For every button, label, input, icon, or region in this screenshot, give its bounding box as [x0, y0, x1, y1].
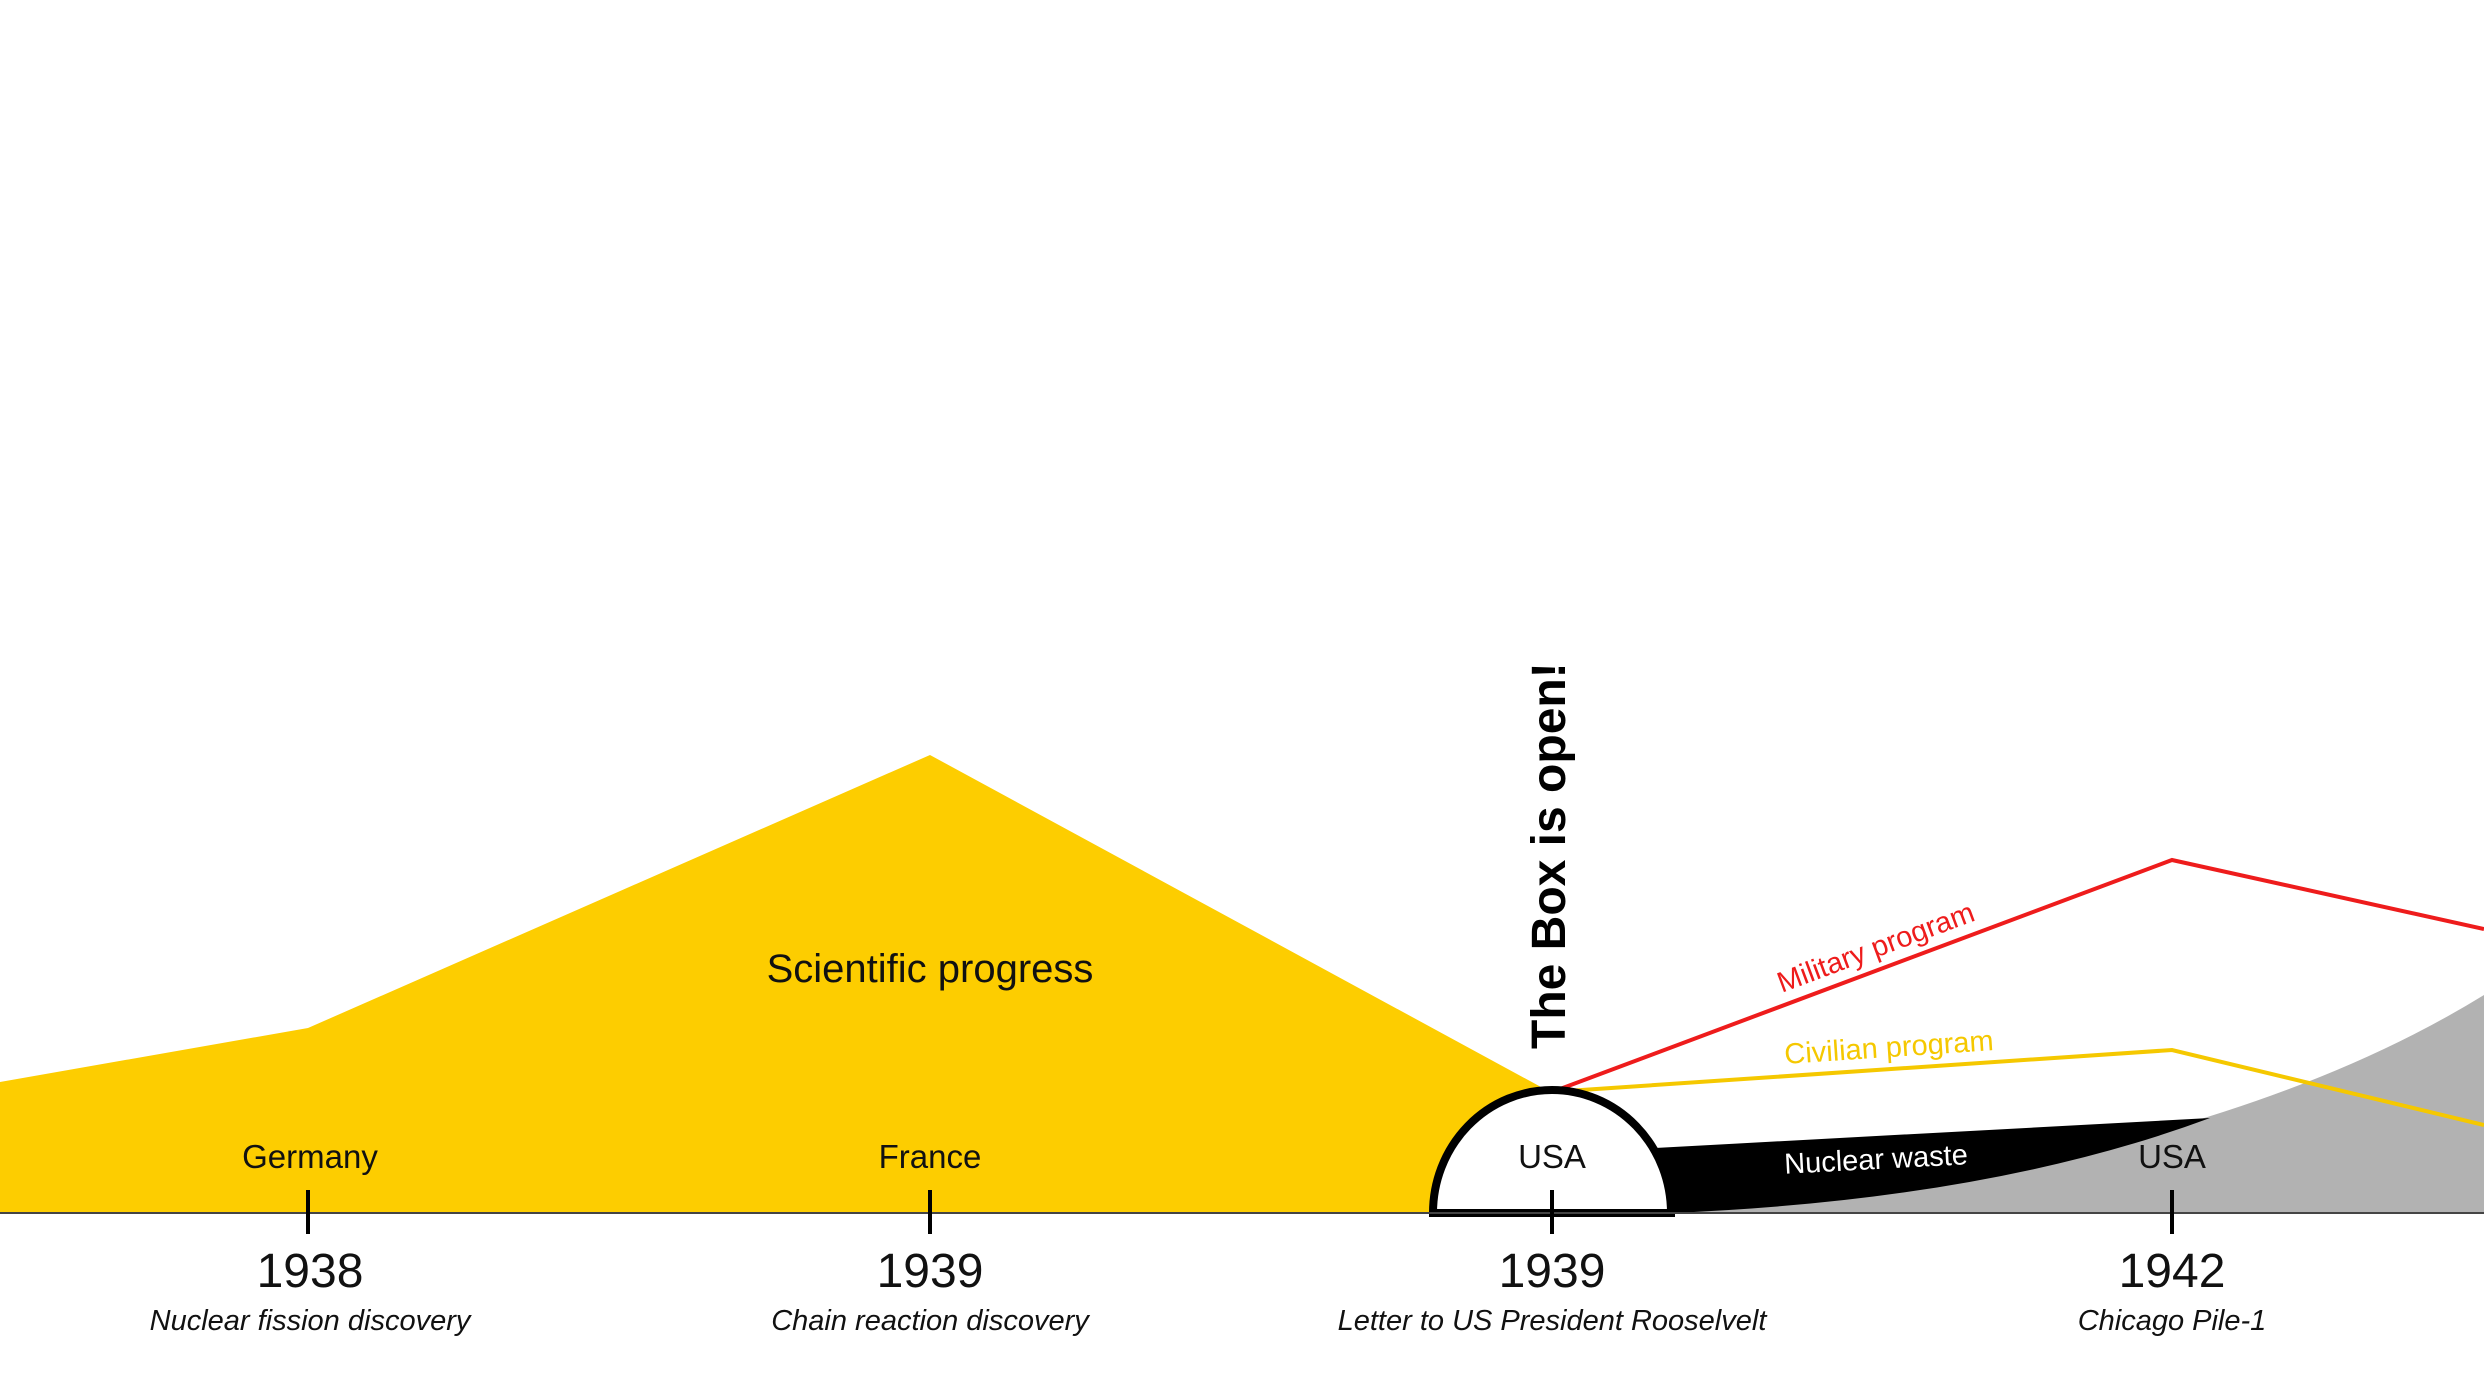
scientific-progress-label: Scientific progress: [767, 947, 1094, 991]
milestone-country-usa-1939: USA: [1518, 1138, 1586, 1175]
milestone-caption-chicago-pile: Chicago Pile-1: [2078, 1305, 2267, 1337]
milestone-caption-fission: Nuclear fission discovery: [150, 1305, 472, 1337]
milestone-year-1942: 1942: [2119, 1245, 2226, 1298]
box-open-headline: The Box is open!: [1523, 662, 1576, 1049]
military-program-label: Military program: [1773, 897, 1979, 1000]
milestone-year-1939-france: 1939: [877, 1245, 984, 1298]
milestone-caption-chain-reaction: Chain reaction discovery: [771, 1305, 1090, 1337]
scientific-progress-area: [0, 755, 1552, 1213]
milestone-caption-letter: Letter to US President Rooselvelt: [1338, 1305, 1769, 1337]
milestone-year-1938: 1938: [257, 1245, 364, 1298]
gray-area: [1670, 995, 2484, 1213]
milestone-country-france: France: [879, 1138, 982, 1175]
civilian-program-line: [1551, 1047, 2484, 1127]
military-program-line: [1551, 857, 2484, 1094]
box-semicircle: [1428, 1086, 1676, 1217]
milestone-country-germany: Germany: [242, 1138, 378, 1175]
milestone-country-usa-1942: USA: [2138, 1138, 2206, 1175]
nuclear-waste-area: [1655, 1118, 2210, 1213]
milestone-year-1939-usa: 1939: [1499, 1245, 1606, 1298]
